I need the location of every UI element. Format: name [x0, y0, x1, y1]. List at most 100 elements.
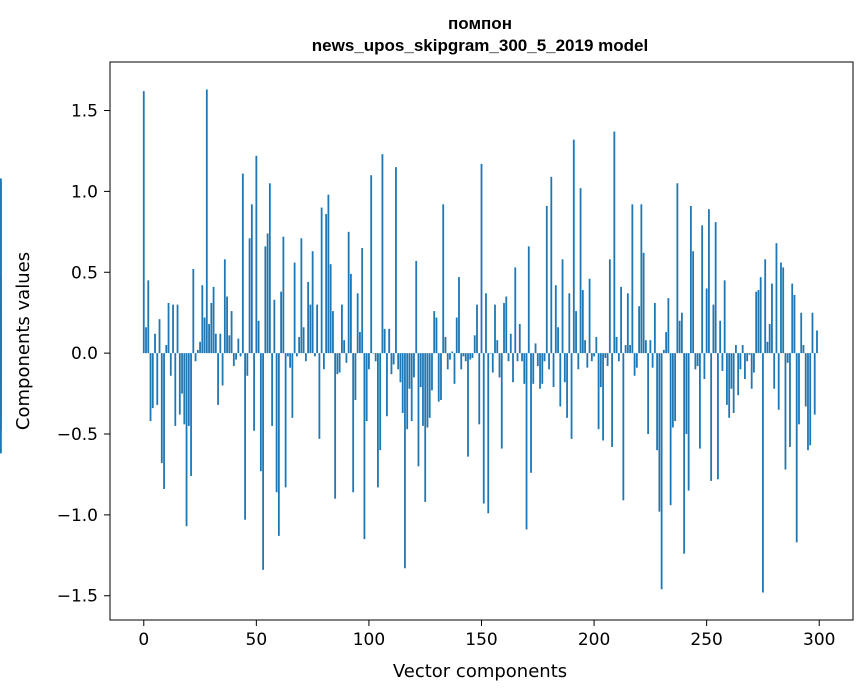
- bar-195: [581, 290, 584, 354]
- bar-211: [617, 353, 620, 362]
- bar-37: [226, 296, 228, 354]
- y-tick-label: 1.5: [71, 102, 98, 122]
- bar-231: [662, 349, 665, 354]
- bar-73: [307, 281, 310, 354]
- bar-130: [435, 317, 438, 354]
- plot-frame: [109, 61, 854, 621]
- bar-285: [784, 353, 787, 470]
- bar-28: [205, 89, 208, 354]
- bar-222: [642, 252, 645, 354]
- bar-238: [678, 320, 681, 354]
- bar-293: [802, 345, 805, 354]
- x-axis-ticks: 0 50 100 150 200 250 300: [138, 620, 835, 650]
- bar-14: [174, 353, 177, 426]
- bar-6: [156, 353, 159, 405]
- bar-198: [588, 278, 591, 354]
- bar-68: [295, 353, 298, 357]
- bar-120: [413, 353, 415, 378]
- bar-275: [762, 353, 764, 593]
- bar-177: [541, 353, 544, 384]
- bar-2: [147, 280, 150, 354]
- bar-289: [793, 294, 796, 354]
- bar-99: [365, 353, 368, 422]
- bar-215: [626, 293, 629, 354]
- bar-100: [368, 353, 370, 370]
- bar-15: [176, 304, 179, 354]
- y-tick-label: −1.0: [57, 506, 98, 526]
- bar-146: [471, 353, 474, 358]
- bar-137: [451, 351, 454, 354]
- bar-12: [169, 353, 172, 376]
- bar-105: [379, 353, 382, 451]
- bar-66: [291, 353, 294, 418]
- bar-291: [798, 353, 800, 425]
- bar-51: [257, 320, 260, 354]
- bar-119: [410, 353, 413, 422]
- bar-58: [273, 299, 276, 354]
- bar-189: [568, 293, 571, 354]
- bar-39: [230, 311, 233, 354]
- bar-184: [557, 327, 559, 354]
- bar-247: [699, 353, 701, 449]
- bar-131: [437, 353, 440, 402]
- bar-228: [656, 353, 659, 451]
- bar-26: [201, 285, 204, 354]
- bar-104: [377, 353, 379, 488]
- bar-244: [692, 251, 695, 354]
- bar-133: [442, 204, 445, 354]
- bar-188: [566, 353, 568, 418]
- bar-101: [370, 175, 373, 354]
- bar-109: [388, 328, 391, 354]
- bar-207: [608, 259, 611, 354]
- bar-57: [271, 353, 274, 426]
- bar-297: [811, 312, 814, 354]
- bar-62: [282, 236, 285, 354]
- bar-110: [390, 353, 393, 375]
- bar-176: [539, 353, 541, 389]
- bar-102: [372, 353, 375, 354]
- bar-8: [160, 353, 163, 464]
- y-tick-label: −1.5: [57, 587, 98, 607]
- bar-209: [613, 131, 616, 354]
- bar-151: [482, 353, 485, 504]
- bar-224: [647, 353, 650, 434]
- bar-220: [638, 306, 641, 354]
- bar-251: [708, 209, 710, 354]
- bar-164: [512, 353, 514, 383]
- bar-125: [424, 353, 427, 502]
- bar-271: [753, 353, 755, 373]
- x-tick-label: 300: [803, 630, 835, 650]
- bar-92: [350, 273, 352, 354]
- bar-223: [644, 340, 647, 354]
- bar-249: [703, 353, 706, 380]
- bar-173: [532, 353, 535, 384]
- bar-24: [196, 349, 199, 354]
- bar-245: [694, 353, 697, 370]
- bar-136: [449, 353, 451, 360]
- bar-5: [154, 333, 156, 354]
- chart-title: помпон: [448, 14, 512, 33]
- bar-212: [620, 286, 622, 354]
- bar-34: [219, 333, 222, 354]
- bar-111: [392, 353, 395, 365]
- bar-270: [750, 353, 753, 389]
- bar-192: [575, 311, 577, 354]
- bar-89: [343, 340, 346, 354]
- bar-257: [721, 353, 724, 371]
- bars-group: [0, 89, 818, 593]
- bar-128: [431, 353, 433, 391]
- bar-159: [500, 353, 503, 449]
- bar-263: [735, 345, 737, 354]
- bar-178: [543, 353, 546, 362]
- bar-7: [158, 319, 161, 354]
- bar-262: [732, 353, 735, 413]
- bar-61: [280, 291, 283, 354]
- bar-108: [386, 353, 388, 417]
- bar-174: [534, 343, 537, 354]
- bar-299: [816, 330, 818, 354]
- bar-45: [244, 353, 246, 520]
- bar-267: [744, 353, 746, 380]
- y-axis-label: Components values: [13, 252, 34, 430]
- bar-282: [777, 353, 780, 410]
- bar-43: [239, 353, 242, 357]
